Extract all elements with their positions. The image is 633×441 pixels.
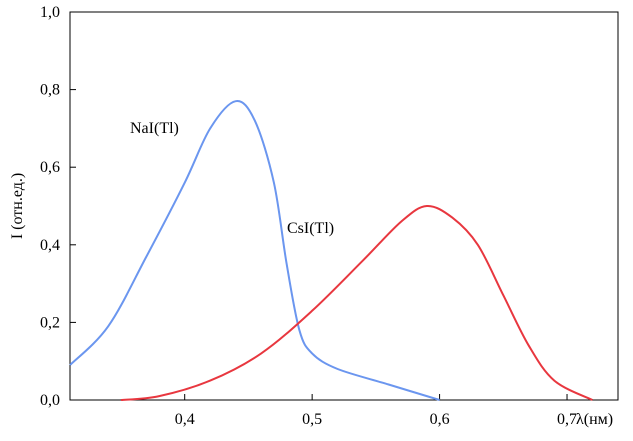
- series-line-nai: [69, 100, 440, 401]
- x-axis-label: λ(нм): [576, 411, 613, 428]
- x-tick-label: 0,7: [557, 411, 577, 428]
- y-tick-label: 0,8: [40, 82, 60, 99]
- x-tick-label: 0,4: [175, 411, 195, 428]
- y-tick-label: 0,0: [40, 392, 60, 409]
- plot-frame: [69, 11, 619, 401]
- series-label-csi: CsI(Tl): [287, 220, 334, 237]
- y-tick-label: 0,2: [40, 314, 60, 331]
- y-tick-label: 0,6: [40, 159, 60, 176]
- y-tick-label: 1,0: [40, 4, 60, 21]
- x-tick-label: 0,5: [302, 411, 322, 428]
- y-tick-label: 0,4: [40, 237, 60, 254]
- y-axis-label: I (отн.ед.): [9, 173, 26, 239]
- series-line-csi: [120, 204, 593, 401]
- series-label-nai: NaI(Tl): [130, 120, 179, 137]
- x-tick-label: 0,6: [430, 411, 450, 428]
